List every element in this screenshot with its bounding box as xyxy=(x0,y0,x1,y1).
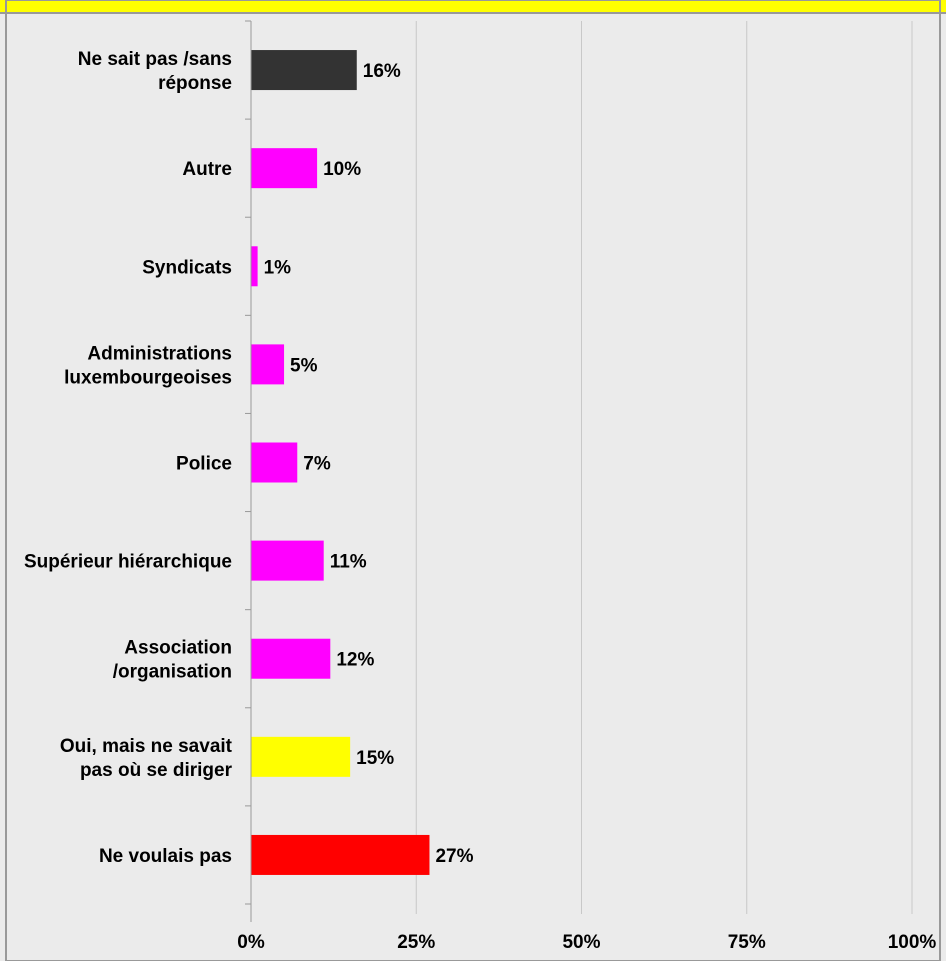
value-label-7: 12% xyxy=(336,650,374,671)
x-tick-label-50: 50% xyxy=(562,932,600,953)
header-band xyxy=(0,0,946,12)
category-label-2: Autre xyxy=(182,159,232,180)
x-tick-labels: 0% 25% 50% 75% 100% xyxy=(237,932,936,953)
category-label-3: Syndicats xyxy=(142,257,232,278)
category-labels: Ne sait pas /sans réponse Autre Syndicats Ad… xyxy=(24,49,233,867)
x-tick-label-75: 75% xyxy=(728,932,766,953)
x-tick-label-25: 25% xyxy=(397,932,435,953)
bar-2 xyxy=(251,148,318,189)
bars xyxy=(251,50,430,875)
x-tick-label-100: 100% xyxy=(888,932,937,953)
value-labels: 16% 10% 1% 5% 7% 11% 12% 15% 27% xyxy=(264,61,474,867)
chart-border xyxy=(5,0,941,961)
category-label-6: Supérieur hiérarchique xyxy=(24,552,232,573)
category-label-9: Ne voulais pas xyxy=(99,846,232,867)
bar-3 xyxy=(251,246,258,287)
category-label-5: Police xyxy=(176,454,232,475)
category-label-4: Administrations luxembourgeoises xyxy=(64,343,232,388)
value-label-2: 10% xyxy=(323,159,361,180)
value-label-5: 7% xyxy=(303,454,331,475)
category-label-7: Association/organisation xyxy=(113,638,232,683)
bar-1 xyxy=(251,50,357,91)
bar-8 xyxy=(251,736,351,777)
value-label-6: 11% xyxy=(330,552,367,573)
bar-9 xyxy=(251,834,430,875)
category-label-8: Oui, mais ne savait pas où se diriger xyxy=(60,736,233,781)
value-label-4: 5% xyxy=(290,355,318,376)
category-label-1: Ne sait pas /sans réponse xyxy=(78,49,232,94)
value-label-1: 16% xyxy=(363,61,401,82)
value-label-9: 27% xyxy=(435,846,473,867)
y-axis xyxy=(245,20,252,922)
bar-4 xyxy=(251,344,285,385)
bar-6 xyxy=(251,540,324,581)
value-label-8: 15% xyxy=(356,748,394,769)
x-tick-label-0: 0% xyxy=(237,932,265,953)
gridlines xyxy=(415,21,913,914)
bar-5 xyxy=(251,442,298,483)
value-label-3: 1% xyxy=(264,257,292,278)
bar-7 xyxy=(251,638,331,679)
